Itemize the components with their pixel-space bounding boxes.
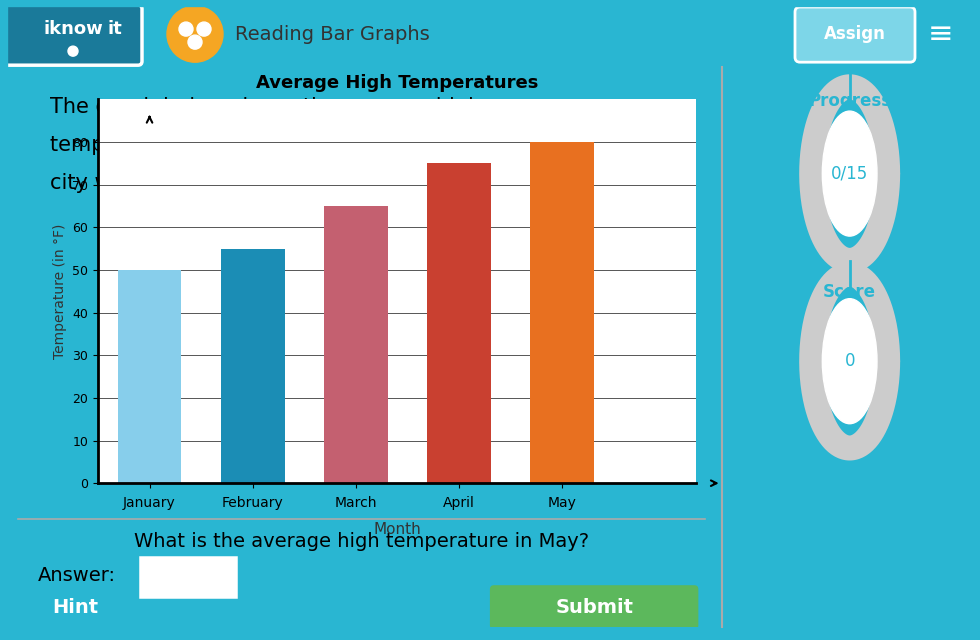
FancyBboxPatch shape bbox=[137, 554, 239, 600]
Bar bbox=[118, 270, 181, 483]
Circle shape bbox=[188, 35, 202, 49]
Bar bbox=[530, 142, 594, 483]
Text: temperatures from January to May in the: temperatures from January to May in the bbox=[50, 135, 476, 155]
Text: it: it bbox=[107, 20, 122, 38]
Circle shape bbox=[68, 46, 78, 56]
Text: What is the average high temperature in May?: What is the average high temperature in … bbox=[134, 532, 589, 551]
Circle shape bbox=[822, 111, 877, 236]
Text: Submit: Submit bbox=[555, 598, 633, 617]
Y-axis label: Temperature (in °F): Temperature (in °F) bbox=[53, 223, 67, 359]
Text: Score: Score bbox=[823, 283, 876, 301]
Title: Average High Temperatures: Average High Temperatures bbox=[256, 74, 538, 92]
Text: Assign: Assign bbox=[824, 25, 886, 43]
Bar bbox=[220, 248, 284, 483]
Text: Hint: Hint bbox=[52, 598, 98, 617]
Circle shape bbox=[822, 299, 877, 424]
FancyBboxPatch shape bbox=[490, 585, 699, 629]
Circle shape bbox=[197, 22, 211, 36]
X-axis label: Month: Month bbox=[373, 522, 420, 536]
Text: Progress: Progress bbox=[808, 92, 891, 111]
Bar bbox=[426, 163, 491, 483]
Text: The graph below shows the average high: The graph below shows the average high bbox=[50, 97, 481, 117]
Bar bbox=[323, 206, 388, 483]
FancyBboxPatch shape bbox=[795, 7, 915, 62]
Text: 0/15: 0/15 bbox=[831, 164, 868, 182]
Text: Reading Bar Graphs: Reading Bar Graphs bbox=[235, 24, 430, 44]
Text: Answer:: Answer: bbox=[38, 566, 116, 585]
Text: ≡: ≡ bbox=[927, 20, 953, 49]
Text: city where Sawyer lives.: city where Sawyer lives. bbox=[50, 173, 303, 193]
FancyBboxPatch shape bbox=[14, 585, 137, 629]
FancyBboxPatch shape bbox=[4, 5, 142, 65]
Text: iknow: iknow bbox=[43, 20, 103, 38]
Circle shape bbox=[179, 22, 193, 36]
Circle shape bbox=[167, 6, 223, 62]
Text: ◀): ◀) bbox=[20, 97, 42, 115]
Text: 0: 0 bbox=[845, 352, 855, 370]
